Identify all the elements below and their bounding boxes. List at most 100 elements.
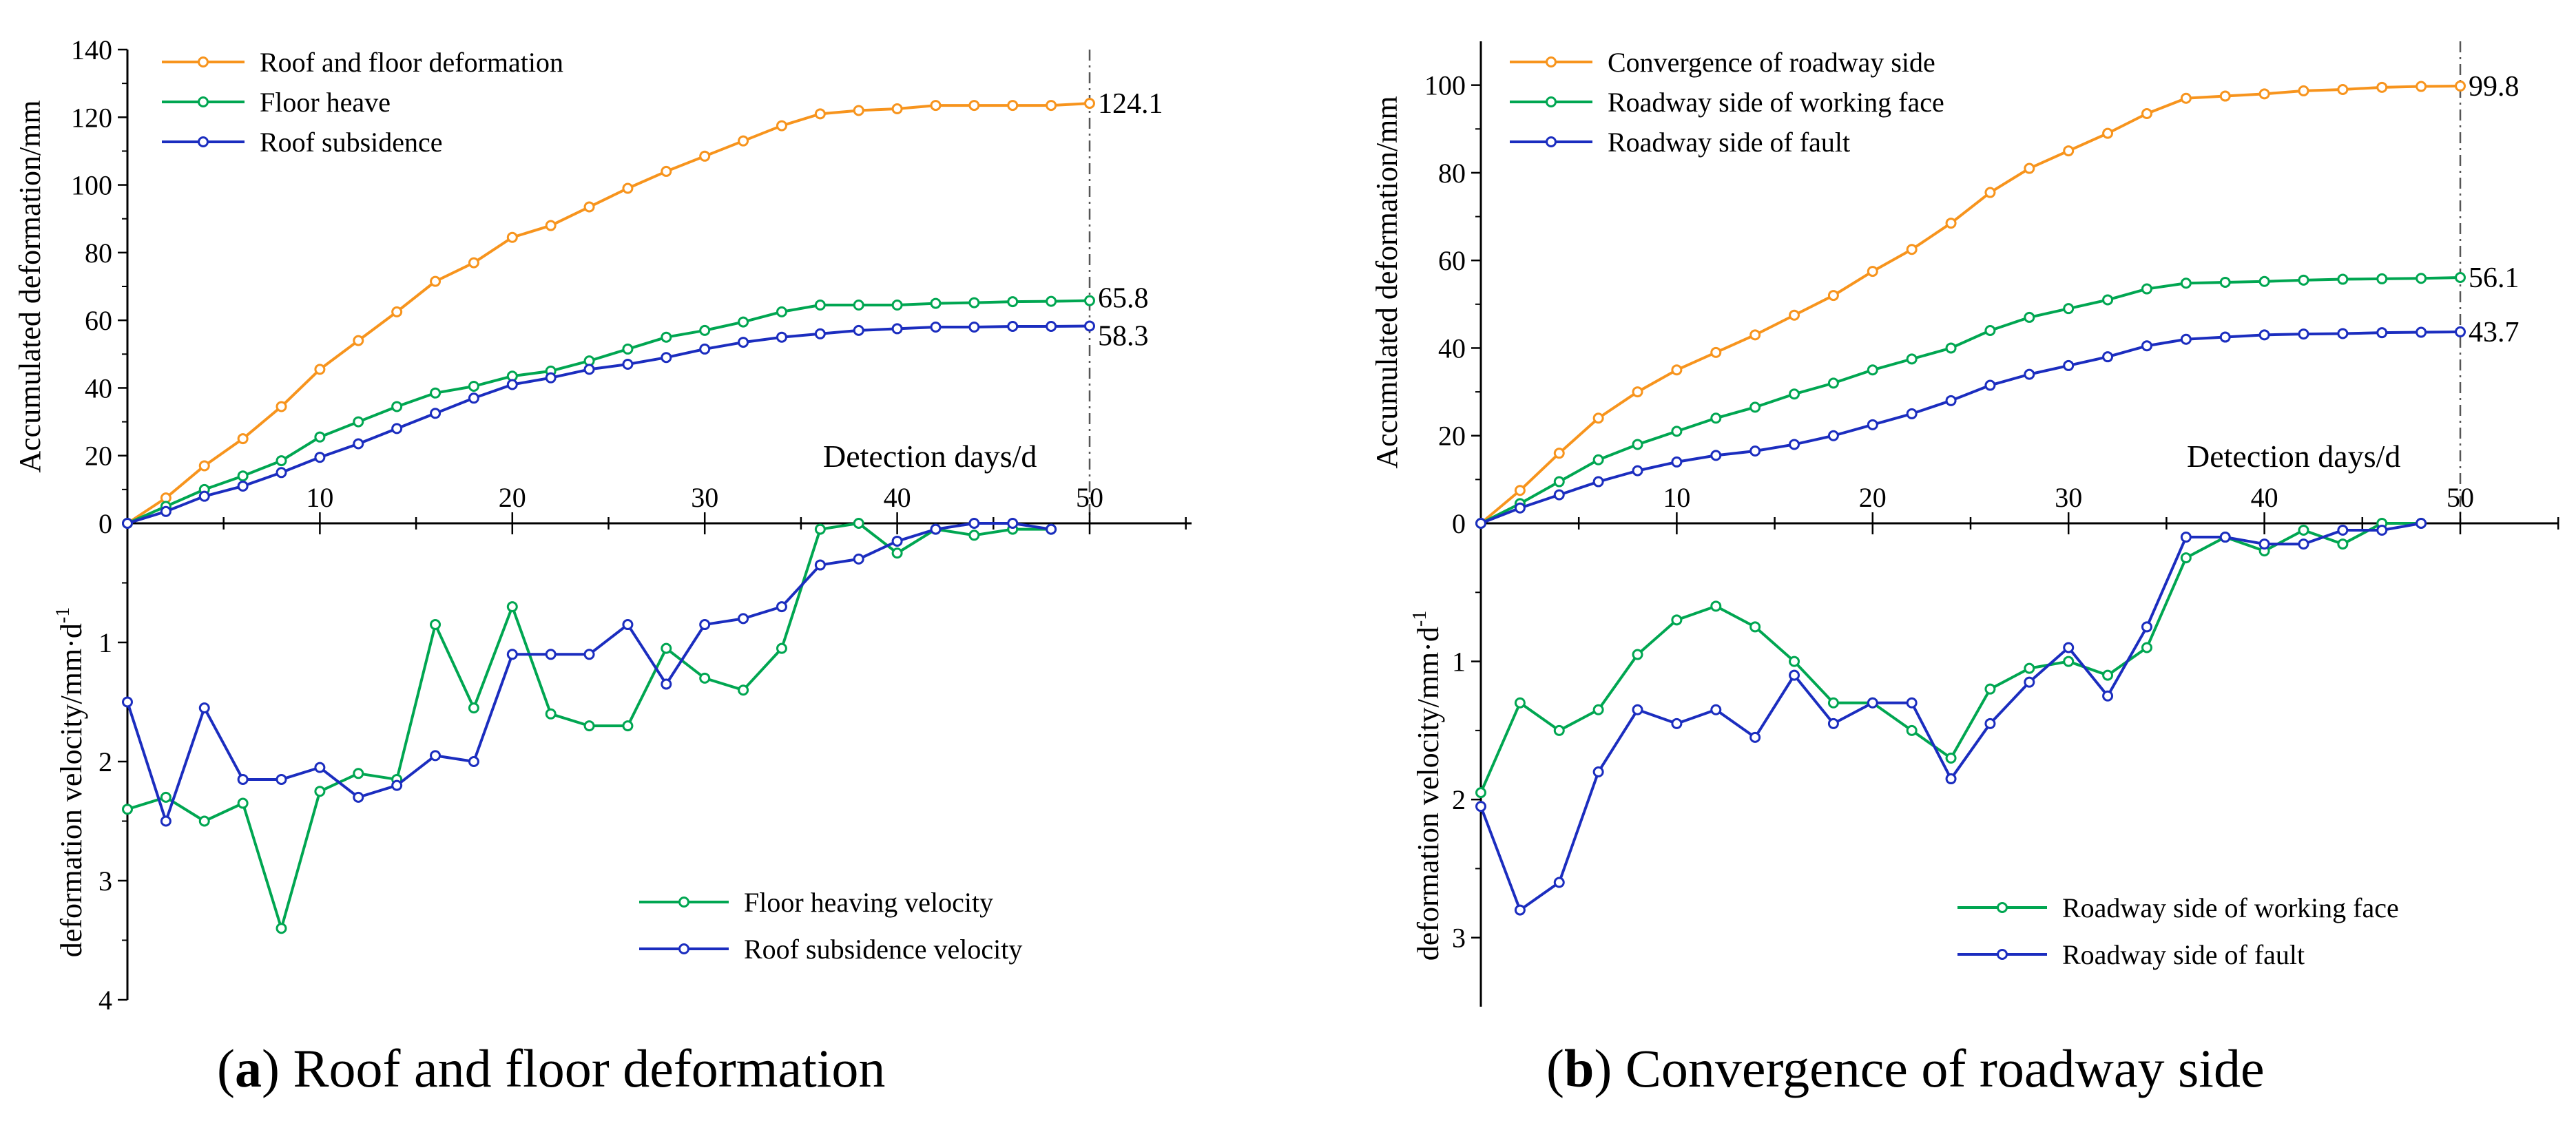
top-data-point <box>2416 326 2427 338</box>
bottom-data-point <box>2063 642 2075 653</box>
legend-swatch-marker <box>678 943 689 954</box>
top-data-point <box>2416 81 2427 92</box>
bottom-legend-item: Floor heaving velocity <box>639 887 993 918</box>
bottom-data-point <box>814 523 826 535</box>
top-data-point <box>1710 346 1722 358</box>
top-data-point <box>1592 412 1604 424</box>
top-data-point <box>661 165 672 177</box>
top-data-point <box>1007 100 1019 112</box>
top-legend-item: Roof subsidence <box>162 127 443 158</box>
bottom-data-point <box>276 923 287 934</box>
top-data-point <box>1046 100 1057 112</box>
top-data-point <box>1084 295 1095 306</box>
top-data-point <box>2180 92 2192 104</box>
top-data-point <box>468 380 479 392</box>
top-y-tick-label: 100 <box>71 170 112 201</box>
top-data-point <box>1789 439 1800 450</box>
bottom-legend-item: Roof subsidence velocity <box>639 934 1022 965</box>
top-data-point <box>776 120 787 132</box>
top-data-point <box>1553 476 1565 488</box>
top-y-tick-label: 60 <box>85 305 112 336</box>
bottom-data-point <box>468 702 479 714</box>
bottom-data-point <box>1553 724 1565 736</box>
top-data-point <box>1007 320 1019 332</box>
top-data-point <box>314 452 326 463</box>
top-data-point <box>1007 296 1019 308</box>
top-data-point <box>1984 379 1996 391</box>
top-data-point <box>2141 340 2152 352</box>
legend-label: Roof and floor deformation <box>260 47 563 78</box>
bottom-data-point <box>1789 669 1800 681</box>
bottom-data-point <box>2141 642 2152 653</box>
top-data-point <box>276 401 287 412</box>
bottom-data-point <box>1710 704 1722 715</box>
bottom-data-point <box>2298 525 2309 536</box>
bottom-data-point <box>2024 662 2035 674</box>
top-data-point <box>391 306 403 317</box>
bottom-data-point <box>2102 690 2114 702</box>
top-data-point <box>1867 419 1878 430</box>
bottom-data-point <box>661 642 672 654</box>
x-tick-label: 30 <box>691 482 718 513</box>
top-data-point <box>2298 85 2309 96</box>
top-data-point <box>545 220 557 231</box>
bottom-y-axis-title: deformation velocity/mm·d-1 <box>52 607 88 957</box>
top-data-point <box>1710 450 1722 461</box>
bottom-data-point <box>160 815 172 827</box>
end-value-label: 99.8 <box>2469 71 2520 103</box>
bottom-y-tick-label: 1 <box>1452 647 1466 678</box>
top-data-point <box>2298 328 2309 340</box>
top-data-point <box>2180 333 2192 345</box>
legend-swatch-marker <box>1997 949 2008 960</box>
top-data-point <box>276 467 287 479</box>
bottom-data-point <box>968 530 980 541</box>
legend-swatch-marker <box>1546 136 1557 147</box>
top-data-point <box>1514 485 1526 496</box>
top-data-point <box>468 392 479 404</box>
bottom-data-point <box>1789 656 1800 667</box>
bottom-data-point <box>122 696 133 708</box>
top-y-tick-label: 140 <box>71 34 112 65</box>
caption-letter: a <box>235 1038 262 1098</box>
top-data-point <box>1984 325 1996 336</box>
bottom-data-point <box>738 684 749 696</box>
top-data-point <box>891 323 903 335</box>
top-data-point <box>314 364 326 375</box>
top-data-point <box>237 433 249 445</box>
top-data-point <box>430 387 442 399</box>
panel-caption: (a) Roof and floor deformation <box>217 1038 885 1098</box>
bottom-data-point <box>2180 552 2192 564</box>
top-data-point <box>1632 439 1643 450</box>
bottom-data-point <box>776 642 787 654</box>
top-series-line <box>1480 276 2461 525</box>
top-data-point <box>2141 283 2152 295</box>
top-data-point <box>1749 401 1761 413</box>
bottom-y-tick-label: 4 <box>98 985 112 1016</box>
bottom-series-0 <box>1475 518 2427 799</box>
bottom-series-1 <box>122 518 1057 827</box>
bottom-data-point <box>2102 669 2114 681</box>
top-data-point <box>1945 218 1957 229</box>
bottom-data-point <box>930 523 942 535</box>
bottom-legend-item: Roadway side of working face <box>1957 892 2399 923</box>
bottom-data-point <box>583 720 595 732</box>
top-data-point <box>1632 465 1643 476</box>
legend-label: Roof subsidence <box>260 127 443 158</box>
bottom-data-point <box>1514 697 1526 709</box>
top-data-point <box>968 297 980 308</box>
bottom-data-point <box>622 619 634 631</box>
top-data-point <box>2455 326 2466 337</box>
top-data-point <box>2337 84 2349 95</box>
bottom-data-point <box>198 702 210 714</box>
top-data-point <box>2258 275 2270 287</box>
bottom-data-point <box>2141 621 2152 633</box>
top-series-line <box>1480 330 2461 525</box>
top-data-point <box>853 105 864 116</box>
bottom-data-point <box>314 786 326 797</box>
caption-paren-close: ) <box>262 1038 293 1098</box>
legend-label: Roadway side of fault <box>1608 127 1850 158</box>
x-tick-label: 50 <box>2447 482 2474 513</box>
bottom-data-point <box>1553 877 1565 888</box>
top-data-point <box>1867 266 1878 277</box>
